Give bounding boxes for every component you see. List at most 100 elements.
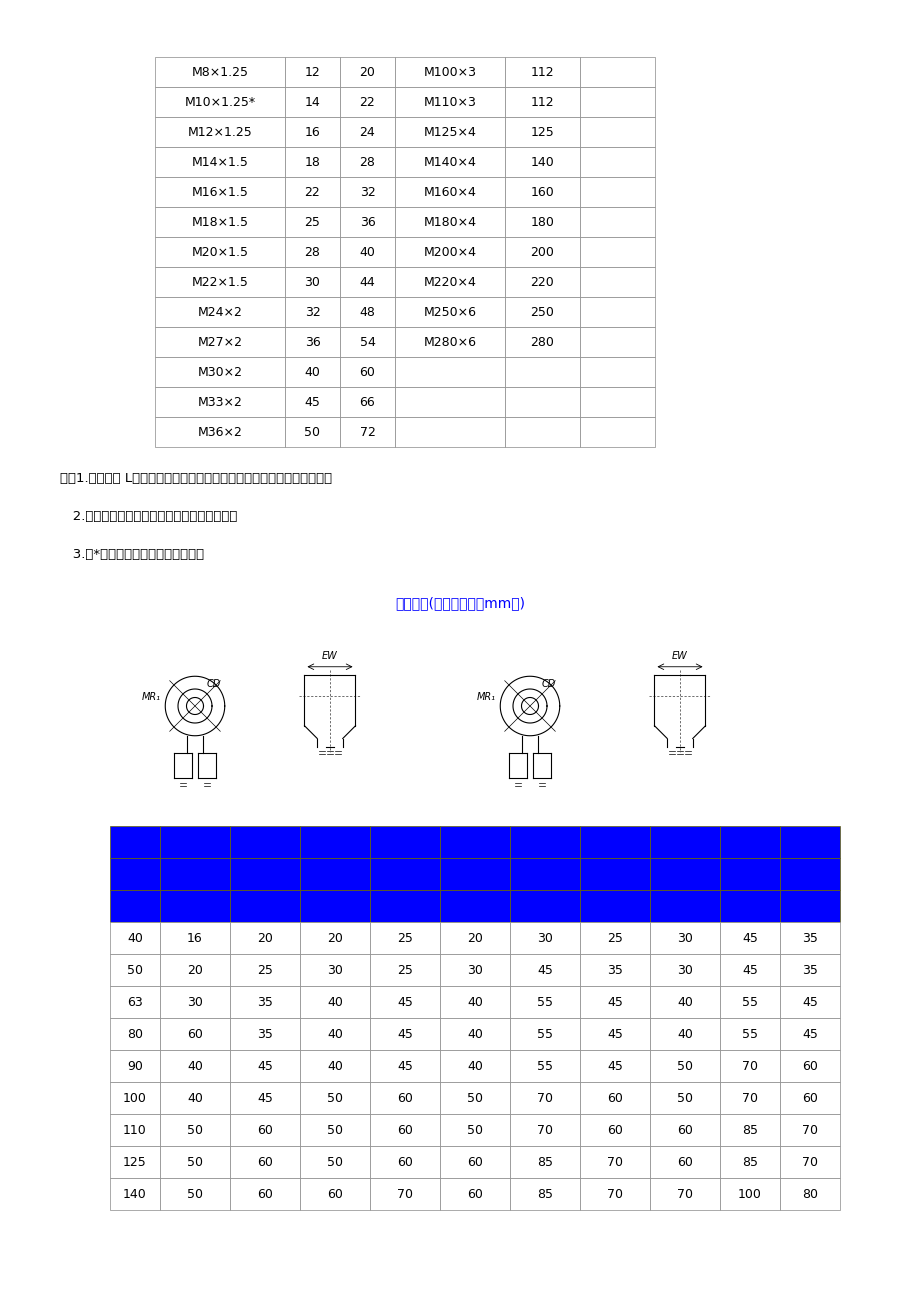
Text: 110: 110 xyxy=(123,1124,147,1137)
Bar xyxy=(509,1049,579,1082)
Text: MR₁: MR₁ xyxy=(476,693,494,702)
Bar xyxy=(779,986,839,1018)
Text: 35: 35 xyxy=(801,931,817,944)
Bar xyxy=(505,207,579,237)
Text: 14: 14 xyxy=(304,95,320,108)
Bar xyxy=(230,954,300,986)
Bar xyxy=(720,922,779,954)
Text: 60: 60 xyxy=(359,366,375,379)
Text: 45: 45 xyxy=(397,1027,413,1040)
Bar xyxy=(285,147,340,177)
Bar xyxy=(230,858,300,891)
Text: 70: 70 xyxy=(742,1091,757,1104)
Text: 60: 60 xyxy=(801,1091,817,1104)
Text: 50: 50 xyxy=(326,1091,343,1104)
Bar xyxy=(579,417,654,447)
Text: 85: 85 xyxy=(742,1124,757,1137)
Bar xyxy=(160,1115,230,1146)
Text: 40: 40 xyxy=(127,931,142,944)
Bar xyxy=(650,1018,720,1049)
Text: 40: 40 xyxy=(327,996,343,1009)
Text: 60: 60 xyxy=(467,1187,482,1200)
Text: 40: 40 xyxy=(676,996,692,1009)
Bar xyxy=(779,1178,839,1210)
Text: 54: 54 xyxy=(359,336,375,349)
Bar xyxy=(579,267,654,297)
Bar xyxy=(300,1018,369,1049)
Bar xyxy=(160,891,230,922)
Text: 100: 100 xyxy=(737,1187,761,1200)
Bar xyxy=(154,237,285,267)
Bar xyxy=(720,1178,779,1210)
Text: 40: 40 xyxy=(187,1060,203,1073)
Text: CD: CD xyxy=(207,680,221,689)
Bar xyxy=(779,1146,839,1178)
Text: 45: 45 xyxy=(304,396,320,409)
Bar xyxy=(369,1178,439,1210)
Bar xyxy=(439,954,509,986)
Bar xyxy=(154,207,285,237)
Bar xyxy=(110,1115,160,1146)
Bar xyxy=(110,922,160,954)
Bar xyxy=(340,57,394,87)
Text: 45: 45 xyxy=(607,1027,622,1040)
Bar xyxy=(369,858,439,891)
Text: 70: 70 xyxy=(607,1155,622,1168)
Text: 100: 100 xyxy=(123,1091,147,1104)
Bar xyxy=(394,267,505,297)
Bar xyxy=(154,117,285,147)
Bar xyxy=(340,87,394,117)
Bar xyxy=(650,954,720,986)
Bar xyxy=(650,1082,720,1115)
Text: 60: 60 xyxy=(397,1155,413,1168)
Text: 28: 28 xyxy=(304,246,320,259)
Bar xyxy=(579,858,650,891)
Bar xyxy=(160,1049,230,1082)
Bar xyxy=(369,891,439,922)
Text: 200: 200 xyxy=(530,246,554,259)
Bar xyxy=(300,1115,369,1146)
Bar xyxy=(439,1178,509,1210)
Bar xyxy=(340,357,394,387)
Bar xyxy=(110,1178,160,1210)
Bar xyxy=(509,1146,579,1178)
Bar xyxy=(439,891,509,922)
Bar xyxy=(160,986,230,1018)
Bar xyxy=(720,1146,779,1178)
Text: 注：1.螺纹长度 L：内螺纹时，是指最小尺寸；外螺纹时，是指最大尺寸。: 注：1.螺纹长度 L：内螺纹时，是指最小尺寸；外螺纹时，是指最大尺寸。 xyxy=(60,473,332,486)
Text: 140: 140 xyxy=(530,155,554,168)
Bar xyxy=(650,825,720,858)
Text: M125×4: M125×4 xyxy=(423,125,476,138)
Bar xyxy=(154,327,285,357)
Bar xyxy=(160,825,230,858)
Bar xyxy=(340,147,394,177)
Text: 140: 140 xyxy=(123,1187,147,1200)
Text: 40: 40 xyxy=(467,1027,482,1040)
Bar xyxy=(285,237,340,267)
Text: 60: 60 xyxy=(256,1187,273,1200)
Bar xyxy=(154,387,285,417)
Bar xyxy=(509,922,579,954)
Bar xyxy=(579,825,650,858)
Bar xyxy=(509,858,579,891)
Text: 20: 20 xyxy=(359,65,375,78)
Text: M36×2: M36×2 xyxy=(198,426,243,439)
Bar xyxy=(160,1082,230,1115)
Text: 112: 112 xyxy=(530,95,554,108)
Bar xyxy=(300,1178,369,1210)
Text: M33×2: M33×2 xyxy=(198,396,243,409)
Bar xyxy=(779,954,839,986)
Bar xyxy=(369,986,439,1018)
Bar xyxy=(154,417,285,447)
Text: M12×1.25: M12×1.25 xyxy=(187,125,252,138)
Bar xyxy=(340,207,394,237)
Text: 60: 60 xyxy=(607,1124,622,1137)
Bar xyxy=(300,858,369,891)
Text: 45: 45 xyxy=(607,996,622,1009)
Bar xyxy=(509,1018,579,1049)
Bar xyxy=(369,1082,439,1115)
Bar xyxy=(439,825,509,858)
Bar xyxy=(230,1082,300,1115)
Bar xyxy=(394,87,505,117)
Bar xyxy=(230,1049,300,1082)
